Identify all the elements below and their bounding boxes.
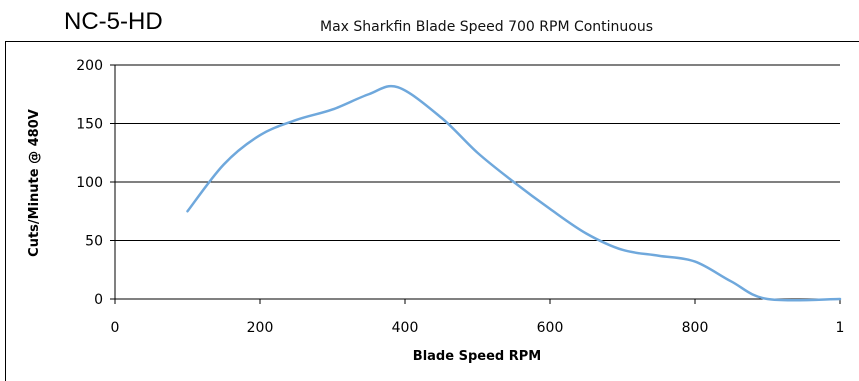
chart-title: NC-5-HD (64, 8, 163, 35)
y-tick-labels: 0 50 100 150 200 (76, 58, 103, 308)
series-line-0 (186, 84, 842, 302)
x-tick-label: 1 (836, 320, 845, 336)
y-tick-label: 200 (76, 58, 103, 74)
x-axis-title: Blade Speed RPM (413, 349, 541, 364)
series-group (186, 84, 842, 302)
y-tick-label: 100 (76, 175, 103, 191)
x-tick-label: 0 (111, 320, 120, 336)
y-tick-label: 50 (85, 234, 103, 250)
x-tick-label: 800 (682, 320, 709, 336)
x-tick-labels: 0 200 400 600 800 1 (111, 320, 845, 336)
gridlines (115, 64, 840, 241)
line-chart: 0 200 400 600 800 1 0 50 100 150 200 Blade Speed … (27, 58, 845, 364)
x-tick-label: 200 (247, 320, 274, 336)
axes (110, 64, 841, 304)
y-tick-label: 0 (94, 292, 103, 308)
y-axis-title: Cuts/Minute @ 480V (27, 109, 42, 257)
y-tick-label: 150 (76, 117, 103, 133)
x-tick-label: 400 (392, 320, 419, 336)
plot-frame (5, 41, 859, 381)
chart-subtitle: Max Sharkfin Blade Speed 700 RPM Continu… (320, 19, 654, 35)
x-tick-label: 600 (537, 320, 564, 336)
